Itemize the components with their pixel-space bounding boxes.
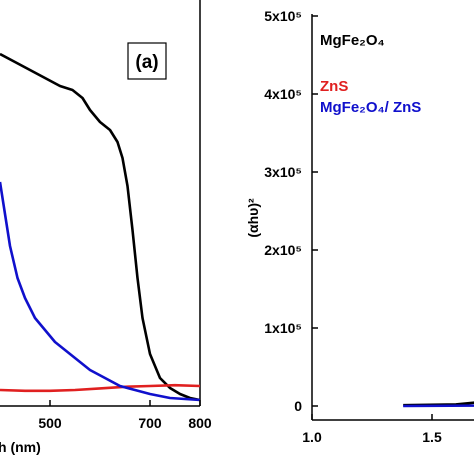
panel-b-x-tick-label: 1.5 (422, 429, 442, 445)
panel-b-y-tick-label: 4x10⁵ (264, 86, 302, 102)
panel-b-y-tick-label: 5x10⁵ (264, 8, 302, 24)
panel-b-series-0 (403, 401, 474, 407)
panel-b-legend-entry: MgFe₂O₄ (320, 32, 385, 49)
panel-b: 1.01.52.001x10⁵2x10⁵3x10⁵4x10⁵5x10⁵ MgFe… (245, 8, 474, 445)
panel-a-label: (a) (135, 52, 158, 73)
panel-b-y-label: (αhυ)² (245, 198, 261, 238)
panel-b-y-tick-label: 3x10⁵ (264, 164, 302, 180)
panel-b-y-tick-label: 0 (294, 398, 302, 414)
panel-a-series-2 (0, 181, 201, 402)
panel-a: 500 700 800 h (nm) (a) (0, 0, 212, 455)
panel-a-x-tick-label: 500 (38, 415, 62, 431)
panel-a-x-tick-label: 700 (138, 415, 162, 431)
panel-b-legend-entry: MgFe₂O₄/ ZnS (320, 99, 421, 116)
panel-b-legend-entry: ZnS (320, 78, 348, 95)
panel-b-y-tick-label: 2x10⁵ (264, 242, 302, 258)
panel-a-series-0 (0, 52, 201, 402)
panel-a-label-box (127, 42, 167, 80)
panel-b-y-tick-label: 1x10⁵ (264, 320, 302, 336)
panel-a-x-label: h (nm) (0, 439, 41, 455)
panel-a-x-tick-label: 800 (188, 415, 212, 431)
panel-a-series-1 (0, 383, 201, 393)
panel-b-x-tick-label: 1.0 (302, 429, 322, 445)
panel-b-series-2 (403, 404, 474, 408)
